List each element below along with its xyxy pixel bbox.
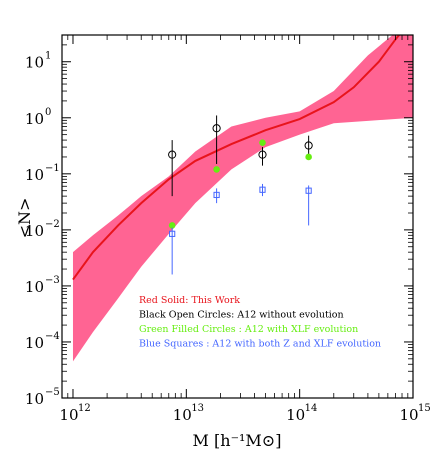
y-tick-label: 10 [25, 110, 44, 128]
point-open-square [213, 191, 220, 199]
y-tick-label: 10 [25, 390, 44, 408]
y-tick-exponent: −3 [45, 275, 60, 286]
y-tick-exponent: −4 [45, 331, 60, 342]
x-tick-label: 10 [399, 406, 418, 424]
y-tick-label: 10 [25, 166, 44, 184]
x-axis-label: M [h⁻¹M⊙] [193, 431, 282, 450]
point-open-square [305, 187, 312, 194]
point-open-circle [168, 150, 177, 159]
y-tick-exponent: −1 [45, 163, 60, 174]
uncertainty-band [72, 35, 413, 362]
legend-entry-2: Black Open Circles: A12 without evolutio… [139, 310, 344, 321]
series-line-this-work [72, 35, 401, 281]
y-tick-exponent: 1 [45, 51, 51, 62]
point-open-circle [212, 124, 221, 133]
point-open-square [169, 230, 176, 237]
x-tick-exponent: 15 [418, 403, 431, 414]
y-tick-label: 10 [25, 334, 44, 352]
y-axis-label: <N> [15, 198, 34, 239]
legend-entry-1: Red Solid: This Work [139, 295, 240, 306]
y-tick-exponent: 0 [45, 107, 51, 118]
y-tick-label: 10 [25, 278, 44, 296]
point-open-circle [304, 141, 313, 150]
x-tick-label: 10 [173, 406, 192, 424]
y-tick-label: 10 [25, 222, 44, 240]
x-tick-label: 10 [59, 406, 78, 424]
y-tick-exponent: −5 [45, 387, 60, 398]
plot-frame [61, 34, 414, 399]
legend-entry-4: Blue Squares : A12 with both Z and XLF e… [139, 339, 381, 350]
point-open-square [259, 186, 266, 193]
x-tick-label: 10 [286, 406, 305, 424]
y-tick-label: 10 [25, 54, 44, 72]
point-open-circle [258, 150, 267, 159]
x-tick-exponent: 14 [305, 403, 318, 414]
point-filled-circle [213, 166, 220, 173]
point-filled-circle [168, 222, 176, 229]
point-filled-circle [305, 153, 312, 161]
y-tick-exponent: −2 [45, 219, 60, 230]
x-tick-exponent: 13 [191, 403, 204, 414]
x-tick-exponent: 12 [78, 403, 91, 414]
point-filled-circle [259, 139, 266, 146]
legend-entry-3: Green Filled Circles : A12 with XLF evol… [139, 324, 358, 335]
